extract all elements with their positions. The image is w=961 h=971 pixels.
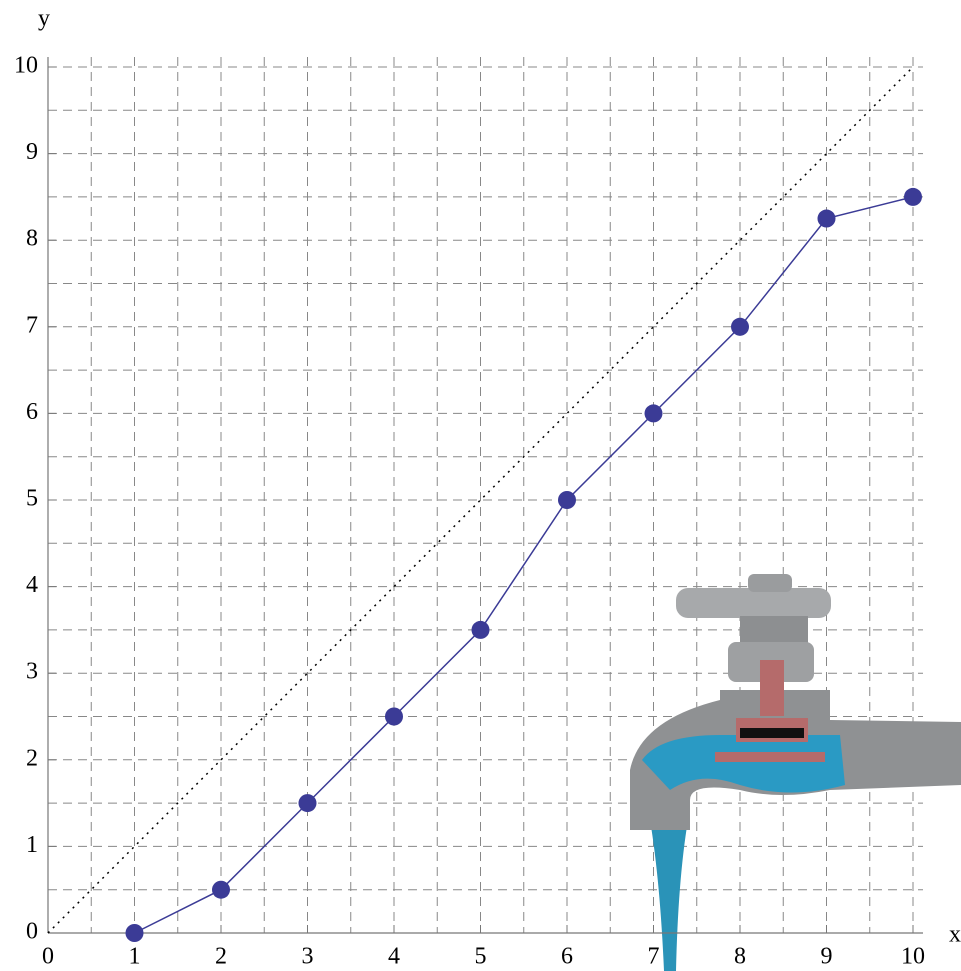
y-axis-label: y [38,6,50,32]
y-tick-label: 8 [26,226,38,252]
y-tick-label: 3 [26,659,38,685]
y-tick-label: 6 [26,399,38,425]
data-point [472,621,490,639]
x-tick-label: 2 [215,944,227,970]
x-tick-label: 4 [388,944,400,970]
y-tick-label: 7 [26,312,38,338]
y-tick-label: 2 [26,745,38,771]
x-tick-label: 10 [901,944,925,970]
data-point [299,794,317,812]
data-point [126,924,144,942]
y-tick-label: 1 [26,832,38,858]
x-axis-label: x [949,922,961,948]
y-tick-label: 9 [26,139,38,165]
y-tick-label: 4 [26,572,38,598]
x-tick-label: 6 [561,944,573,970]
x-tick-label: 0 [42,944,54,970]
y-tick-label: 0 [26,919,38,945]
data-point [385,708,403,726]
chart: 0 1 2 3 4 5 6 7 8 9 10 0 1 2 3 4 5 6 7 8 9 10 x y [0,0,961,971]
y-tick-label: 5 [26,486,38,512]
data-point [558,491,576,509]
x-tick-label: 1 [129,944,141,970]
faucet-image [630,574,961,971]
data-point [212,881,230,899]
x-tick-label: 3 [302,944,314,970]
x-tick-label: 7 [648,944,660,970]
data-point [904,188,922,206]
x-tick-label: 9 [821,944,833,970]
y-tick-label: 10 [14,53,38,79]
plot-area: 0 1 2 3 4 5 6 7 8 9 10 0 1 2 3 4 5 6 7 8 9 10 [14,53,925,970]
data-point [645,404,663,422]
data-point [731,318,749,336]
grid [48,57,923,933]
data-point [818,210,836,228]
x-tick-label: 5 [475,944,487,970]
x-tick-label: 8 [734,944,746,970]
